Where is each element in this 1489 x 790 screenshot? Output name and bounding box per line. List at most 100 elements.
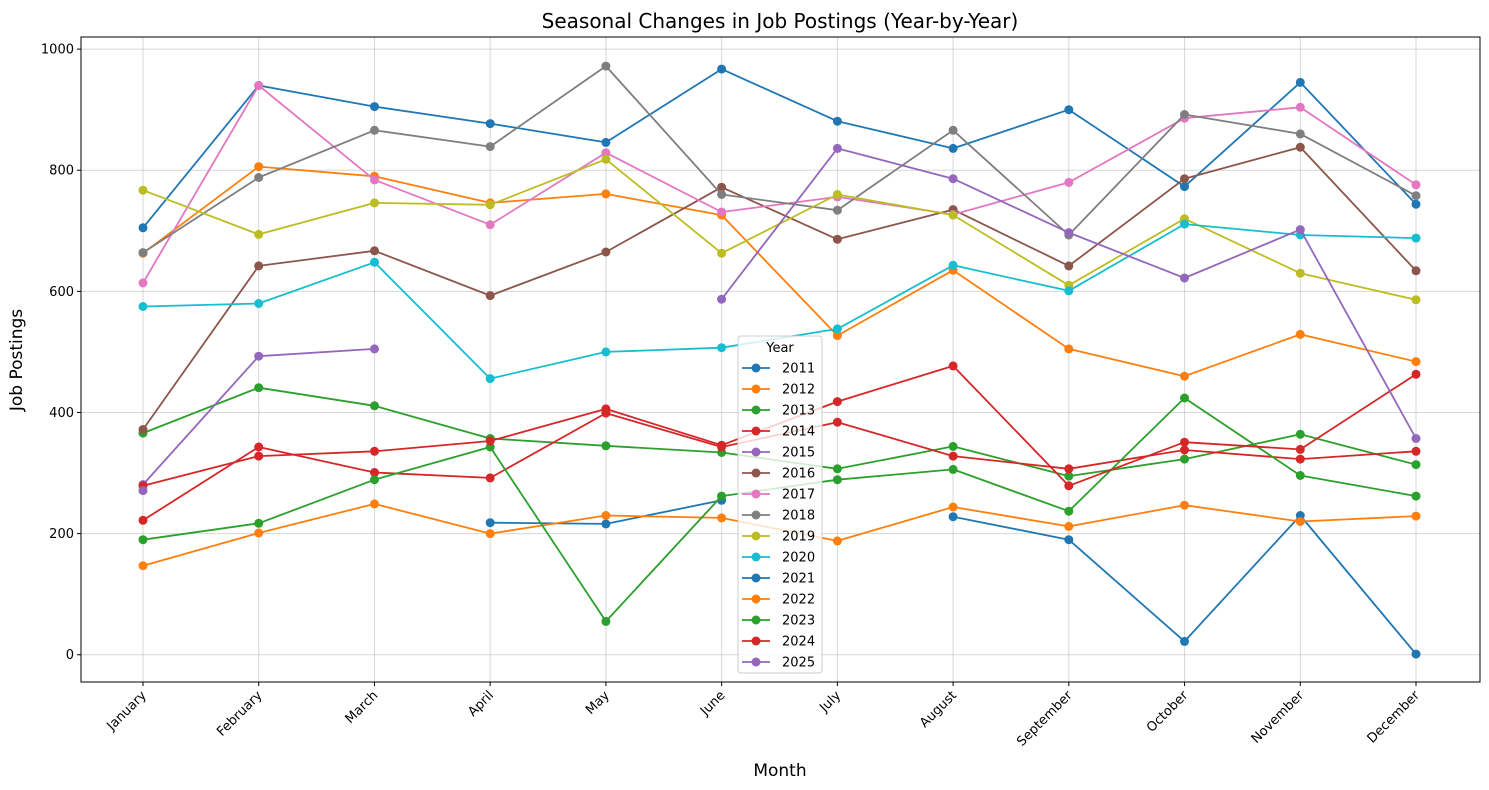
legend-label: 2013 xyxy=(782,404,815,419)
chart-title: Seasonal Changes in Job Postings (Year-b… xyxy=(542,9,1019,33)
legend-item: 2023 xyxy=(742,614,815,629)
data-point xyxy=(1411,460,1421,470)
data-point xyxy=(948,451,958,461)
data-point xyxy=(254,528,264,538)
x-axis-title: Month xyxy=(753,761,806,781)
data-point xyxy=(948,210,958,220)
data-point xyxy=(1064,535,1074,545)
data-point xyxy=(717,182,727,192)
data-point xyxy=(1295,454,1305,464)
series-2018 xyxy=(138,61,1421,258)
data-point xyxy=(832,397,842,407)
data-point xyxy=(601,148,611,158)
data-point xyxy=(832,475,842,485)
data-point xyxy=(1295,329,1305,339)
data-point xyxy=(832,205,842,215)
legend-marker xyxy=(751,405,761,415)
data-point xyxy=(138,248,148,258)
data-point xyxy=(717,294,727,304)
data-point xyxy=(601,137,611,147)
data-point xyxy=(948,502,958,512)
y-tick-label: 200 xyxy=(49,527,74,542)
legend-label: 2025 xyxy=(782,656,815,671)
data-point xyxy=(370,344,379,354)
legend-item: 2017 xyxy=(742,488,815,503)
legend-item: 2021 xyxy=(742,572,815,587)
legend-marker xyxy=(751,468,761,478)
data-point xyxy=(832,234,842,244)
data-point xyxy=(254,81,264,90)
data-point xyxy=(370,401,379,411)
legend-items: 2011 2012 2013 2014 2015 2016 2017 2018 2019 2020… xyxy=(742,362,815,671)
data-point xyxy=(717,248,727,258)
data-point xyxy=(832,464,842,474)
legend-box xyxy=(737,335,823,674)
legend-label: 2022 xyxy=(782,593,815,608)
data-point xyxy=(485,436,495,446)
data-point xyxy=(254,261,264,271)
plot-frame xyxy=(80,36,1481,683)
data-point xyxy=(485,200,495,210)
data-point xyxy=(1411,191,1421,201)
series-line xyxy=(142,84,1417,284)
data-point xyxy=(948,464,958,474)
data-point xyxy=(485,473,495,483)
legend-label: 2024 xyxy=(782,635,815,650)
y-tick-label: 0 xyxy=(66,648,74,663)
legend-item: 2018 xyxy=(742,509,815,524)
legend-item: 2011 xyxy=(742,362,815,377)
legend-marker xyxy=(751,489,761,499)
legend-item: 2019 xyxy=(742,530,815,545)
data-point xyxy=(1295,444,1305,454)
data-point xyxy=(1295,517,1305,526)
legend-marker xyxy=(751,510,761,520)
legend-label: 2014 xyxy=(782,425,815,440)
data-point xyxy=(832,143,842,153)
data-point xyxy=(254,383,264,393)
data-point xyxy=(1064,261,1074,271)
data-point xyxy=(1411,491,1421,501)
data-point xyxy=(1064,464,1074,474)
data-point xyxy=(254,518,264,528)
data-point xyxy=(254,351,264,361)
data-point xyxy=(948,125,958,135)
data-point xyxy=(485,291,495,301)
data-point xyxy=(485,220,495,230)
data-point xyxy=(254,451,264,461)
legend-label: 2020 xyxy=(782,551,815,566)
data-point xyxy=(1064,506,1074,516)
data-point xyxy=(1064,228,1074,238)
data-point xyxy=(601,616,611,626)
data-point xyxy=(601,404,611,414)
data-point xyxy=(485,529,495,539)
data-point xyxy=(601,61,611,71)
legend-marker xyxy=(751,573,761,583)
data-point xyxy=(485,374,495,384)
data-point xyxy=(254,442,264,452)
legend-item: 2013 xyxy=(742,404,815,419)
data-point xyxy=(717,343,727,353)
data-point xyxy=(370,499,379,509)
legend-item: 2024 xyxy=(742,635,815,650)
data-point xyxy=(138,486,148,496)
legend-marker xyxy=(751,636,761,646)
data-point xyxy=(1295,129,1305,139)
legend-item: 2014 xyxy=(742,425,815,440)
series-layer xyxy=(138,61,1421,659)
data-point xyxy=(138,561,148,571)
data-point xyxy=(370,175,379,185)
data-point xyxy=(1411,649,1421,659)
data-point xyxy=(485,518,495,528)
data-point xyxy=(832,190,842,199)
data-point xyxy=(1411,295,1421,305)
data-point xyxy=(717,440,727,450)
legend-marker xyxy=(751,552,761,562)
series-line xyxy=(142,165,1417,378)
series-2016 xyxy=(138,142,1421,434)
legend-label: 2015 xyxy=(782,446,815,461)
data-point xyxy=(948,260,958,270)
data-point xyxy=(138,302,148,311)
legend-label: 2019 xyxy=(782,530,815,545)
data-point xyxy=(370,246,379,256)
data-point xyxy=(1411,266,1421,276)
